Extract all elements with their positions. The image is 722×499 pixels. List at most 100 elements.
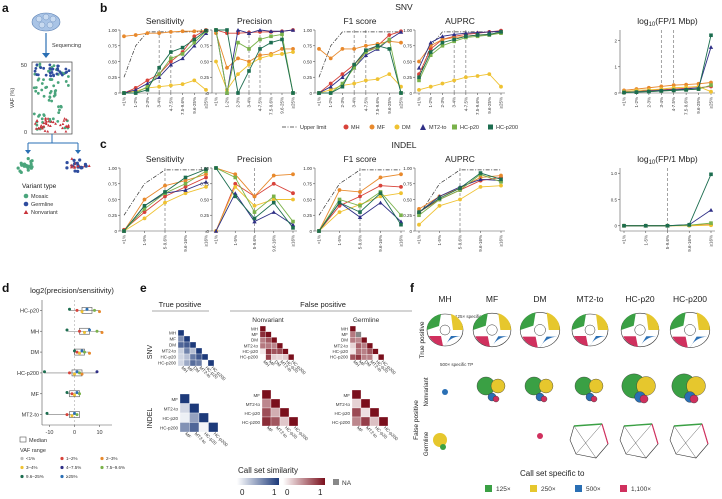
heatmap-cell — [261, 389, 272, 400]
chart-title-c_auprc: AUPRC — [445, 154, 475, 164]
heatmap-cell — [366, 342, 373, 349]
data-point-HC-p200 — [478, 171, 483, 175]
data-point — [85, 307, 89, 311]
swatch-125-icon — [485, 485, 492, 492]
heatmap-cell — [259, 331, 266, 338]
mosaic-dot — [59, 104, 63, 108]
data-point-MT2-to — [340, 75, 345, 80]
vaf-range-swatch-icon — [100, 456, 104, 461]
mt2-marker-icon — [420, 124, 426, 130]
data-point-HC-p20 — [428, 53, 433, 57]
data-point-HC-p200 — [163, 190, 167, 194]
data-point-HC-p200 — [214, 166, 218, 170]
legend-mh: MH — [351, 125, 360, 131]
dm-marker-icon — [394, 124, 400, 130]
f-tp-label: True positive — [419, 321, 426, 358]
heatmap-cell — [189, 341, 197, 349]
x-tick-label: 5-9.6% — [458, 235, 463, 249]
mosaic-dot — [44, 86, 48, 89]
venn-segment — [646, 313, 659, 330]
data-point-HC-p200 — [499, 30, 503, 34]
nonvariant-dot — [47, 123, 50, 127]
x-tick-label: 7.5-9.6% — [269, 97, 274, 115]
data-point-HC-p200 — [225, 28, 229, 32]
heatmap-cell — [183, 341, 191, 349]
heatmap-cell — [349, 331, 356, 338]
y-tick-label: 0.75 — [108, 182, 117, 187]
heatmap-indel-tp: MFMFMT2-toMT2-toHC-p20HC-p20HC-p200HC-p2… — [160, 393, 229, 448]
venn-edge — [701, 423, 709, 445]
data-point — [65, 413, 69, 417]
x-tick-label: <1% — [622, 97, 627, 106]
data-point — [45, 411, 49, 415]
data-point-DM — [428, 84, 433, 89]
category-label: HC-p200 — [17, 371, 39, 377]
series-line-HC-p20 — [124, 30, 207, 94]
x-tick-label: 0 — [73, 430, 76, 436]
heatmap-row-label: MF — [170, 337, 177, 342]
nonvariant-dot — [43, 129, 47, 132]
data-point — [70, 414, 74, 418]
heatmap-cell — [271, 348, 278, 355]
heatmap-cell — [351, 389, 362, 400]
heatmap-cell — [265, 331, 272, 338]
chart-b_sens: Sensitivity 0 0.25 0.50 0.75 1.00 <1% 1-2% 2-3% 3… — [108, 16, 210, 115]
data-point-HC-p200 — [133, 91, 138, 95]
x-tick-label: 1-2% — [428, 97, 433, 108]
y-tick-label: 0.50 — [303, 59, 312, 64]
mosaic-dot — [37, 114, 40, 118]
cluster-dot — [26, 168, 30, 172]
f-legend-125: 125× — [496, 486, 511, 493]
data-point-HC-p200 — [204, 28, 208, 33]
venn-segment — [429, 336, 443, 346]
heatmap-col-label: MF — [266, 425, 274, 433]
data-point-MT2-to — [145, 81, 150, 86]
x-tick-label: <1% — [317, 97, 322, 106]
heatmap-row-label: HC-p200 — [158, 361, 177, 366]
venn-circle — [588, 378, 604, 394]
f-legend-250: 250× — [541, 486, 556, 493]
data-point-DM — [452, 78, 457, 83]
hcp20-marker-icon — [452, 124, 457, 130]
data-point-MH — [183, 185, 188, 189]
vaf-range-swatch-icon — [60, 474, 64, 479]
mosaic-dot — [34, 89, 38, 93]
data-point-HC-p200 — [709, 172, 713, 177]
y-tick-label: 1.00 — [200, 28, 209, 33]
series-line-MH — [123, 29, 207, 94]
data-point-DM — [163, 200, 167, 205]
germline-dot — [50, 67, 54, 71]
data-point-HC-p200 — [358, 210, 362, 214]
data-point-MH — [168, 59, 173, 64]
cluster-dot — [73, 165, 77, 168]
venn-circle — [540, 395, 548, 403]
nonvariant-dot — [54, 122, 57, 125]
heatmap-cell — [189, 412, 200, 423]
cluster-dot — [16, 166, 20, 170]
germline-dot — [48, 67, 52, 70]
data-point-HC-p20 — [417, 213, 421, 218]
germline-dot — [56, 67, 59, 71]
x-tick-label: 1-5% — [142, 235, 147, 246]
venn-circle — [689, 394, 699, 404]
data-point-MF — [252, 194, 257, 199]
data-point-MH — [358, 194, 362, 199]
data-point-MF — [236, 56, 240, 61]
nonvariant-dot — [67, 123, 70, 127]
y-tick-label: 1.00 — [403, 28, 412, 33]
data-point-HC-p200 — [659, 89, 664, 93]
data-point-MT2-to — [192, 43, 197, 48]
germline-dot — [67, 69, 71, 73]
heatmap-cell — [276, 342, 283, 349]
data-point-HC-p200 — [317, 91, 321, 95]
heatmap-snv-nonvariant: MHMHMFMFDMDMMT2-toMT2-toHC-p20HC-p20HC-p… — [240, 325, 307, 376]
y-tick-label: 0.75 — [200, 44, 209, 49]
x-tick-label: 9.6-25% — [696, 97, 701, 114]
data-point-HC-p200 — [684, 88, 688, 92]
nonvariant-dot — [34, 127, 38, 130]
venn-fp-MT2-to — [574, 376, 604, 403]
vaf-dots — [32, 62, 71, 133]
data-point-DM — [204, 185, 208, 189]
x-tick-label: <1% — [317, 235, 322, 244]
data-point-DM — [478, 185, 483, 189]
